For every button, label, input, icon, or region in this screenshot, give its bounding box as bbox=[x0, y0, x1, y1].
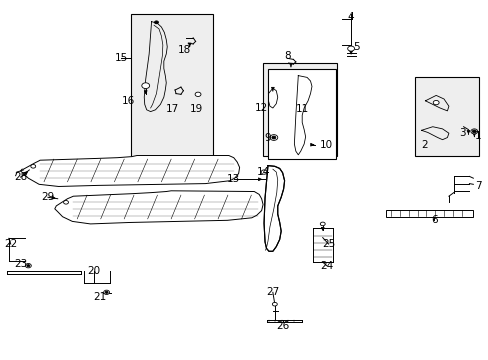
Text: 19: 19 bbox=[189, 104, 203, 114]
Polygon shape bbox=[386, 210, 472, 217]
Text: 16: 16 bbox=[121, 96, 135, 106]
Text: 9: 9 bbox=[264, 132, 271, 143]
Text: 1: 1 bbox=[474, 131, 481, 141]
Text: 10: 10 bbox=[320, 140, 332, 150]
Bar bbox=[263, 63, 337, 156]
Text: 14: 14 bbox=[256, 167, 269, 177]
Text: 4: 4 bbox=[347, 12, 354, 22]
Text: 8: 8 bbox=[284, 51, 290, 61]
Bar bbox=[131, 14, 213, 157]
Circle shape bbox=[470, 129, 477, 134]
Text: 13: 13 bbox=[226, 174, 240, 184]
Circle shape bbox=[432, 100, 438, 105]
Circle shape bbox=[25, 264, 31, 268]
Text: 22: 22 bbox=[4, 239, 18, 249]
Polygon shape bbox=[20, 156, 239, 186]
Polygon shape bbox=[55, 191, 263, 224]
Circle shape bbox=[195, 92, 201, 96]
Bar bbox=[414, 77, 478, 156]
Text: 25: 25 bbox=[321, 239, 335, 249]
Text: 21: 21 bbox=[93, 292, 107, 302]
Bar bbox=[267, 69, 336, 159]
Circle shape bbox=[471, 130, 475, 133]
Text: 29: 29 bbox=[41, 192, 55, 202]
Text: 20: 20 bbox=[87, 266, 100, 276]
Text: 15: 15 bbox=[114, 53, 128, 63]
Text: 11: 11 bbox=[295, 104, 308, 114]
Text: 18: 18 bbox=[178, 45, 191, 55]
Circle shape bbox=[103, 290, 109, 294]
Text: 23: 23 bbox=[14, 258, 27, 269]
Circle shape bbox=[154, 21, 158, 24]
Circle shape bbox=[105, 291, 108, 293]
Text: 26: 26 bbox=[275, 321, 289, 331]
Circle shape bbox=[261, 170, 266, 174]
Text: 12: 12 bbox=[254, 103, 268, 113]
Circle shape bbox=[271, 136, 275, 139]
Text: 6: 6 bbox=[430, 215, 437, 225]
Circle shape bbox=[272, 302, 277, 306]
Circle shape bbox=[63, 201, 68, 204]
Text: 27: 27 bbox=[265, 287, 279, 297]
Text: 24: 24 bbox=[319, 261, 333, 271]
Circle shape bbox=[320, 222, 325, 226]
Polygon shape bbox=[264, 166, 284, 251]
Circle shape bbox=[31, 165, 36, 168]
Text: 5: 5 bbox=[353, 42, 360, 52]
Circle shape bbox=[27, 265, 30, 267]
Text: 3: 3 bbox=[458, 128, 465, 138]
Text: 7: 7 bbox=[474, 181, 481, 192]
Circle shape bbox=[347, 46, 354, 51]
Circle shape bbox=[269, 135, 277, 140]
Circle shape bbox=[142, 83, 149, 89]
Text: 28: 28 bbox=[14, 172, 27, 182]
Text: 17: 17 bbox=[165, 104, 179, 114]
Text: 2: 2 bbox=[420, 140, 427, 150]
